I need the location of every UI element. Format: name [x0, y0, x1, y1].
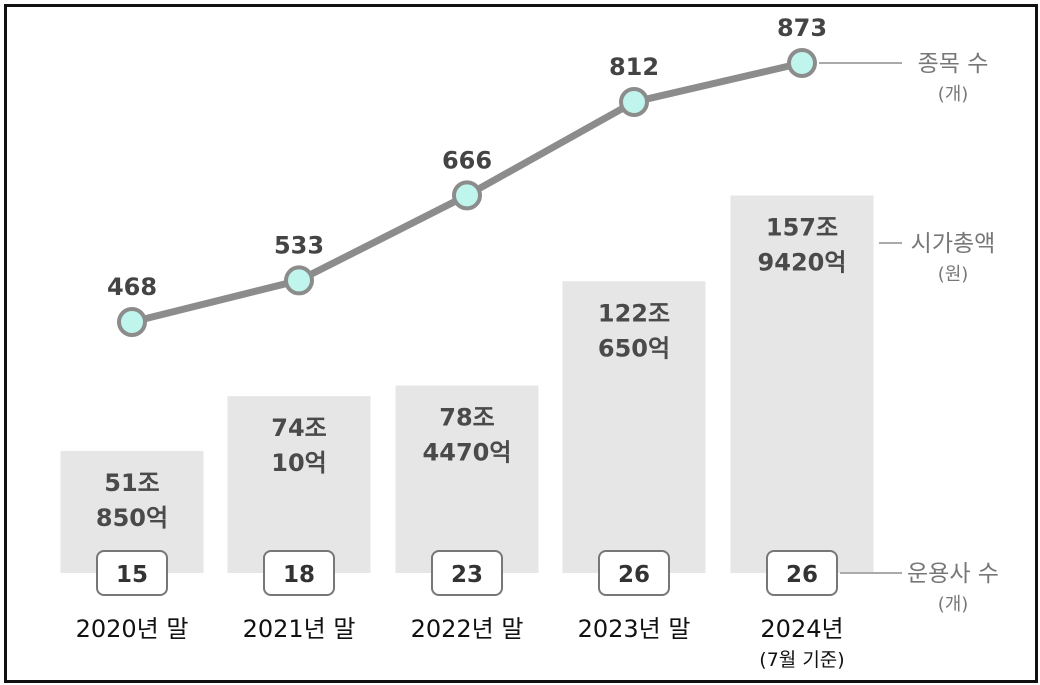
stock-count-label: 873	[777, 14, 827, 42]
market-cap-label: 9420억	[758, 249, 847, 277]
stock-count-label: 468	[107, 273, 157, 301]
manager-count-badge	[598, 550, 670, 596]
stock-count-point	[117, 307, 147, 337]
bars-layer	[60, 195, 874, 573]
x-tick-label: 2022년 말	[411, 615, 524, 643]
market-cap-label: 650억	[598, 334, 670, 362]
x-tick-label: 2021년 말	[243, 615, 356, 643]
stock-count-point	[452, 180, 482, 211]
legend-manager-count-unit: (개)	[938, 594, 969, 615]
legend-market-cap-name: 시가총액	[911, 231, 996, 257]
x-tick-label: 2024년	[760, 615, 843, 643]
manager-count-value: 23	[451, 562, 483, 588]
manager-count-value: 26	[618, 562, 650, 588]
manager-count-badge	[263, 550, 335, 596]
line-layer	[117, 48, 817, 337]
legend-market-cap-unit: (원)	[938, 264, 969, 285]
manager-count-value: 18	[283, 562, 315, 588]
market-cap-label: 4470억	[423, 439, 512, 467]
x-tick-label: 2023년 말	[578, 615, 691, 643]
stock-count-label: 812	[609, 53, 659, 81]
etf-chart: 51조 850억 74조 10억 78조 4470억 122조 650억 157조 9420억 15…	[60, 14, 999, 671]
legend-stock-count-name: 종목 수	[918, 51, 989, 77]
x-tick-label: 2020년 말	[76, 615, 189, 643]
market-cap-label: 157조	[766, 214, 838, 242]
labels-layer: 51조 850억 74조 10억 78조 4470억 122조 650억 157조 9420억 15…	[76, 14, 847, 671]
manager-count-badge	[431, 550, 503, 596]
manager-count-badge	[766, 550, 838, 596]
market-cap-bar	[730, 195, 874, 573]
legend-manager-count-name: 운용사 수	[907, 561, 999, 587]
market-cap-label: 78조	[439, 404, 494, 432]
market-cap-bar	[395, 385, 539, 573]
market-cap-label: 850억	[96, 504, 168, 532]
stock-count-point	[284, 265, 314, 296]
stock-count-label: 666	[442, 146, 492, 174]
market-cap-label: 51조	[104, 469, 159, 497]
legend-stock-count-unit: (개)	[938, 84, 969, 105]
chart-frame: 51조 850억 74조 10억 78조 4470억 122조 650억 157조 9420억 15…	[4, 4, 1038, 683]
market-cap-bar	[562, 281, 706, 573]
legend-layer: 종목 수 (개) 시가총액 (원) 운용사 수 (개)	[819, 51, 999, 615]
manager-count-value: 26	[786, 562, 818, 588]
market-cap-label: 122조	[598, 299, 670, 327]
stock-count-point	[619, 87, 649, 118]
market-cap-label: 10억	[271, 449, 326, 477]
market-cap-label: 74조	[271, 414, 326, 442]
manager-count-value: 15	[116, 562, 148, 588]
stock-count-label: 533	[274, 231, 324, 259]
manager-count-badge	[96, 550, 168, 596]
stock-count-point	[787, 48, 817, 79]
x-tick-note: (7월 기준)	[759, 649, 844, 671]
market-cap-bar	[227, 396, 371, 573]
